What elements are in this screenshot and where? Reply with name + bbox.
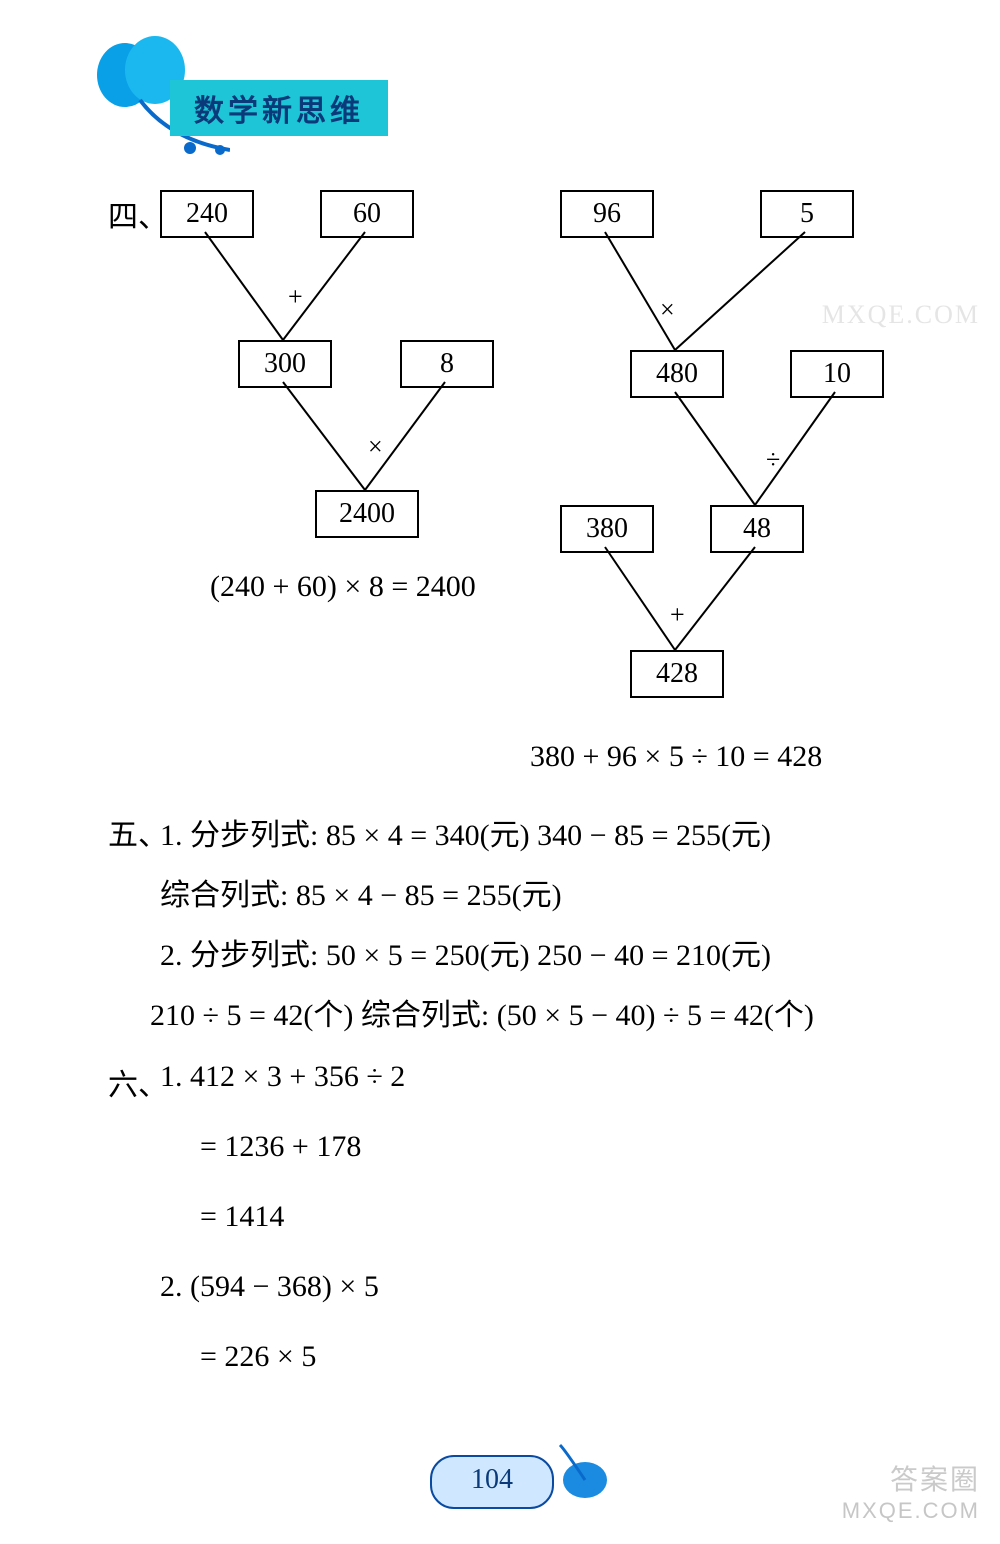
page-title: 数学新思维 bbox=[194, 86, 364, 130]
s5-line2: 综合列式: 85 × 4 − 85 = 255(元) bbox=[160, 870, 562, 914]
footer-splash-icon bbox=[555, 1440, 625, 1510]
node-4l-d: 8 bbox=[400, 340, 494, 388]
node-4l-c: 300 bbox=[238, 340, 332, 388]
node-4r-d: 10 bbox=[790, 350, 884, 398]
op-4l-cd: × bbox=[368, 432, 383, 462]
s6-line2: = 1236 + 178 bbox=[200, 1130, 361, 1164]
s5-line4: 210 ÷ 5 = 42(个) 综合列式: (50 × 5 − 40) ÷ 5 … bbox=[150, 990, 814, 1034]
op-4r-ab: × bbox=[660, 295, 675, 325]
node-4r-f: 380 bbox=[560, 505, 654, 553]
section-5-label: 五、 bbox=[108, 810, 168, 854]
node-4r-g: 48 bbox=[710, 505, 804, 553]
corner-watermark-top: 答案圈 bbox=[842, 1458, 980, 1498]
node-4l-a: 240 bbox=[160, 190, 254, 238]
node-4r-c: 480 bbox=[630, 350, 724, 398]
op-4r-cd: ÷ bbox=[766, 445, 780, 475]
node-4r-a: 96 bbox=[560, 190, 654, 238]
corner-watermark-bottom: MXQE.COM bbox=[842, 1498, 980, 1524]
section-6-label: 六、 bbox=[108, 1060, 168, 1104]
s5-line3: 2. 分步列式: 50 × 5 = 250(元) 250 − 40 = 210(… bbox=[160, 930, 771, 974]
node-4r-h: 428 bbox=[630, 650, 724, 698]
op-4l-ab: + bbox=[288, 282, 303, 312]
equation-4l: (240 + 60) × 8 = 2400 bbox=[210, 570, 476, 604]
page-title-banner: 数学新思维 bbox=[170, 80, 388, 136]
s6-line4: 2. (594 − 368) × 5 bbox=[160, 1270, 379, 1304]
corner-watermark: 答案圈 MXQE.COM bbox=[842, 1458, 980, 1524]
side-watermark: MXQE.COM bbox=[822, 300, 980, 330]
s5-line1: 1. 分步列式: 85 × 4 = 340(元) 340 − 85 = 255(… bbox=[160, 810, 771, 854]
s6-line3: = 1414 bbox=[200, 1200, 284, 1234]
node-4l-b: 60 bbox=[320, 190, 414, 238]
s6-line5: = 226 × 5 bbox=[200, 1340, 316, 1374]
section-4-label: 四、 bbox=[108, 192, 168, 236]
s6-line1: 1. 412 × 3 + 356 ÷ 2 bbox=[160, 1060, 405, 1094]
node-4r-b: 5 bbox=[760, 190, 854, 238]
op-4r-fg: + bbox=[670, 600, 685, 630]
equation-4r: 380 + 96 × 5 ÷ 10 = 428 bbox=[530, 740, 822, 774]
node-4l-e: 2400 bbox=[315, 490, 419, 538]
page: 数学新思维 四、 240 60 + 300 8 × 2400 (240 + 60… bbox=[0, 0, 1000, 1544]
page-number: 104 bbox=[430, 1455, 554, 1509]
